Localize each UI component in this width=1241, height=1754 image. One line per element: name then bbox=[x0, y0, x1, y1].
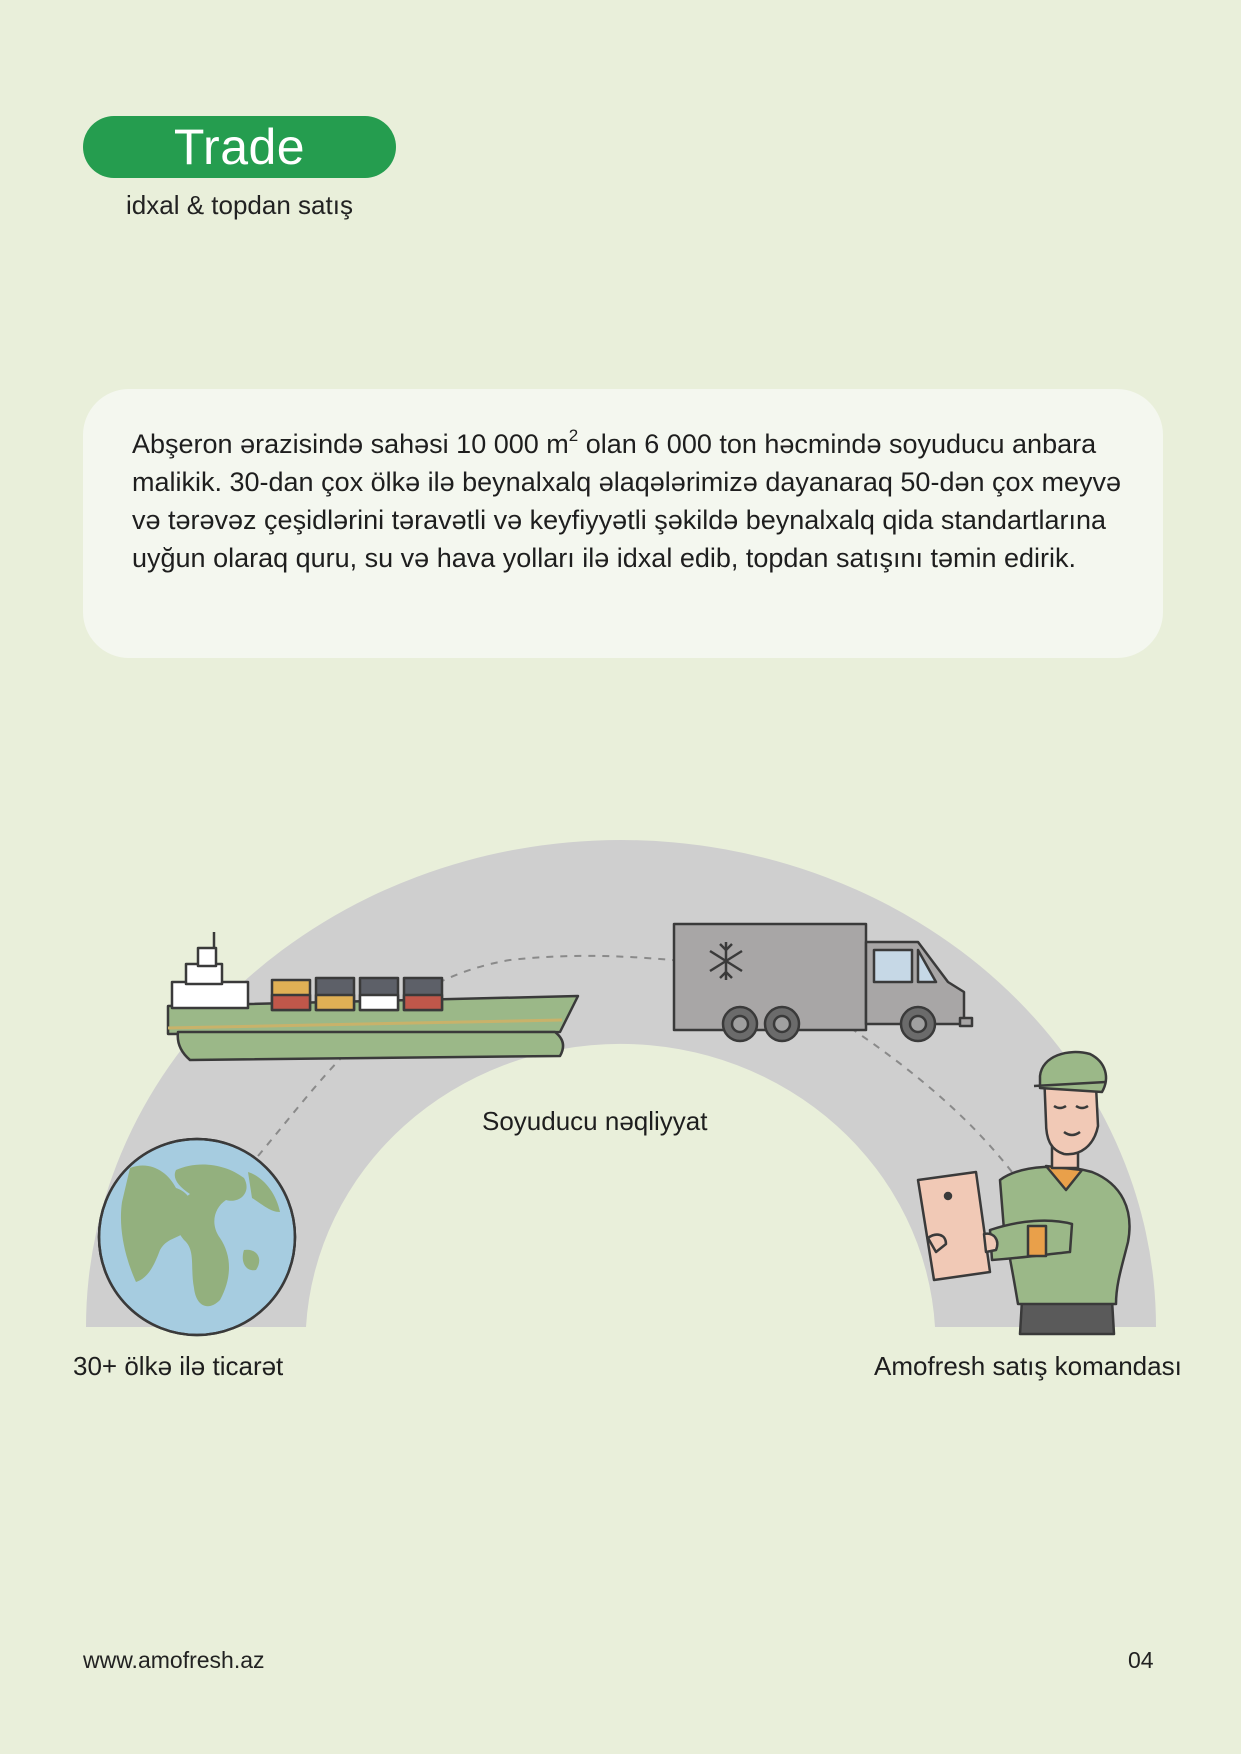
caption-refrigerated-transport: Soyuducu nəqliyyat bbox=[482, 1106, 708, 1136]
snowflake-icon bbox=[709, 942, 743, 980]
intro-superscript: 2 bbox=[568, 426, 579, 445]
trade-badge: Trade bbox=[83, 116, 396, 178]
intro-paragraph: Abşeron ərazisində sahəsi 10 000 m2 olan… bbox=[132, 425, 1133, 577]
caption-trade-countries: 30+ ölkə ilə ticarət bbox=[73, 1351, 284, 1381]
intro-text-start: Abşeron ərazisində sahəsi 10 000 m bbox=[132, 429, 569, 459]
caption-sales-team: Amofresh satış komandası bbox=[874, 1351, 1182, 1381]
intro-card: Abşeron ərazisində sahəsi 10 000 m2 olan… bbox=[83, 389, 1163, 658]
cargo-ship-icon bbox=[166, 932, 580, 1062]
page-number: 04 bbox=[1128, 1647, 1154, 1673]
section-subtitle: idxal & topdan satış bbox=[126, 190, 353, 220]
sales-person-icon bbox=[916, 1050, 1131, 1336]
refrigerated-truck-icon bbox=[672, 922, 974, 1043]
trade-flow-illustration bbox=[86, 840, 1156, 1337]
intro-text-end: olan 6 000 ton həcmində soyuducu anbara … bbox=[132, 429, 1122, 573]
trade-badge-label: Trade bbox=[173, 119, 306, 175]
footer-website-link[interactable]: www.amofresh.az bbox=[83, 1647, 265, 1673]
globe-icon bbox=[97, 1137, 297, 1337]
